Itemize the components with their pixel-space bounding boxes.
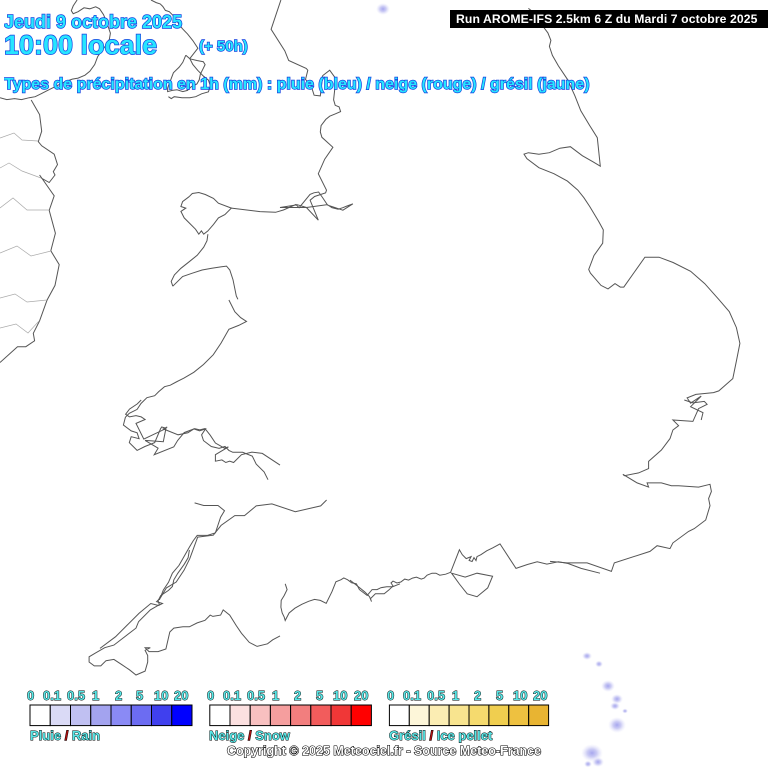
- svg-text:2: 2: [294, 688, 301, 703]
- svg-text:0.5: 0.5: [427, 688, 445, 703]
- svg-text:0: 0: [387, 688, 394, 703]
- svg-text:2: 2: [474, 688, 481, 703]
- svg-text:Pluie / Rain: Pluie / Rain: [30, 728, 100, 743]
- svg-text:5: 5: [496, 688, 503, 703]
- svg-text:20: 20: [354, 688, 368, 703]
- svg-text:2: 2: [115, 688, 122, 703]
- svg-text:0.5: 0.5: [67, 688, 85, 703]
- svg-text:0.1: 0.1: [403, 688, 421, 703]
- svg-text:5: 5: [316, 688, 323, 703]
- svg-text:20: 20: [533, 688, 547, 703]
- svg-text:0.5: 0.5: [247, 688, 265, 703]
- svg-text:0: 0: [27, 688, 34, 703]
- svg-text:1: 1: [452, 688, 459, 703]
- svg-text:5: 5: [136, 688, 143, 703]
- svg-text:20: 20: [174, 688, 188, 703]
- svg-text:Grésil / Ice pellet: Grésil / Ice pellet: [389, 728, 493, 743]
- svg-text:0: 0: [207, 688, 214, 703]
- svg-text:Neige / Snow: Neige / Snow: [209, 728, 291, 743]
- svg-text:10: 10: [513, 688, 527, 703]
- svg-text:10: 10: [333, 688, 347, 703]
- svg-text:1: 1: [272, 688, 279, 703]
- svg-text:0.1: 0.1: [223, 688, 241, 703]
- svg-text:1: 1: [92, 688, 99, 703]
- svg-text:0.1: 0.1: [43, 688, 61, 703]
- svg-text:10: 10: [154, 688, 168, 703]
